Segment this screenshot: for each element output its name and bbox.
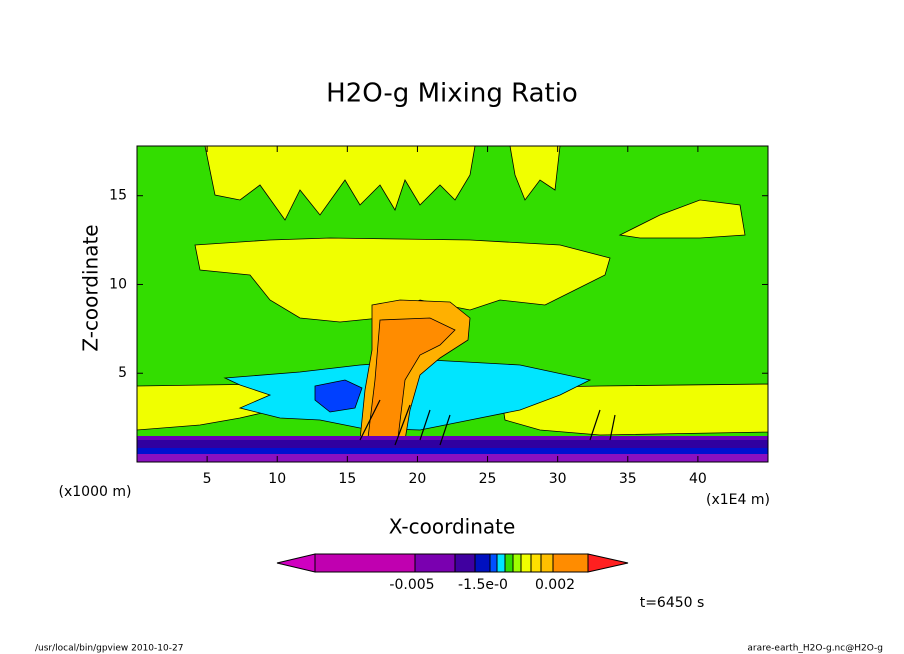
colorbar [276, 553, 629, 573]
x-tick-label: 40 [689, 471, 707, 487]
colorbar-label: -0.005 [389, 577, 434, 593]
y-tick-label: 10 [109, 276, 127, 292]
x-tick-label: 25 [479, 471, 497, 487]
x-unit: (x1E4 m) [706, 492, 770, 508]
time-label: t=6450 s [640, 595, 705, 611]
x-tick-label: 10 [268, 471, 286, 487]
chart-title: H2O-g Mixing Ratio [326, 79, 578, 109]
x-tick-label: 15 [338, 471, 356, 487]
contour-field [136, 145, 769, 463]
footer-right: arare-earth_H2O-g.nc@H2O-g [747, 644, 883, 654]
x-tick-label: 20 [409, 471, 427, 487]
x-tick-label: 35 [619, 471, 637, 487]
x-axis-label: X-coordinate [389, 515, 516, 539]
y-tick-label: 15 [109, 188, 127, 204]
y-tick-label: 5 [118, 365, 127, 381]
x-tick-label: 30 [549, 471, 567, 487]
y-unit: (x1000 m) [59, 484, 132, 500]
colorbar-label: -1.5e-0 [458, 577, 508, 593]
footer-left: /usr/local/bin/gpview 2010-10-27 [35, 644, 183, 654]
y-axis-label: Z-coordinate [79, 224, 103, 351]
x-tick-label: 5 [203, 471, 212, 487]
colorbar-label: 0.002 [535, 577, 575, 593]
